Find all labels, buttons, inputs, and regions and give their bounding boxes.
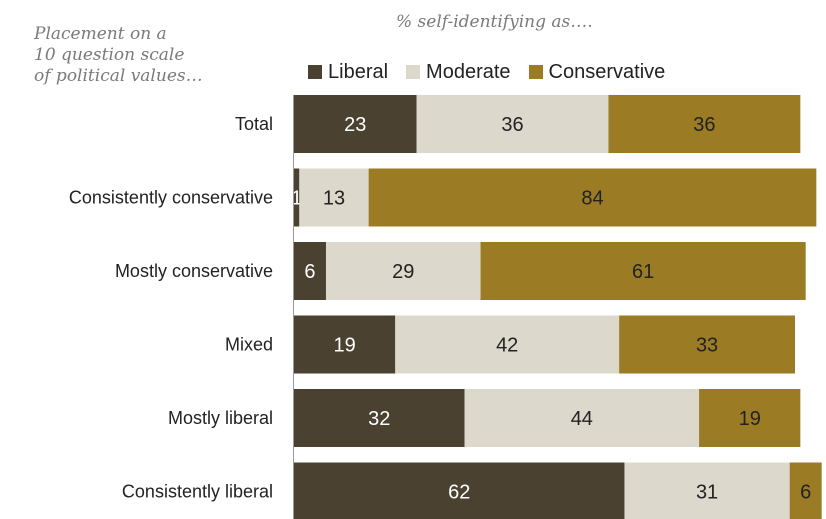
value-label-moderate-consistently-conservative: 13 [323,188,345,210]
value-label-liberal-mostly-conservative: 6 [304,261,315,283]
value-label-liberal-mixed: 19 [334,335,356,357]
bar-liberal-mostly-liberal [294,389,465,447]
value-label-conservative-total: 36 [693,114,715,136]
chart-legend: Liberal Moderate Conservative [308,60,683,84]
value-label-liberal-mostly-liberal: 32 [368,408,390,430]
value-label-moderate-total: 36 [501,114,523,136]
bar-liberal-consistently-liberal [294,462,625,519]
bar-liberal-mostly-conservative [294,242,326,300]
category-label-total: Total [235,114,273,134]
legend-swatch-conservative [528,65,543,79]
bar-moderate-mostly-conservative [325,242,481,300]
bar-conservative-mostly-liberal [699,389,801,447]
bar-conservative-mixed [619,315,796,374]
value-label-moderate-mostly-liberal: 44 [571,408,593,430]
legend-item-liberal: Liberal [308,61,388,84]
value-label-liberal-consistently-conservative: 1 [291,188,302,210]
value-label-liberal-consistently-liberal: 62 [448,482,470,504]
category-label-mostly-conservative: Mostly conservative [115,261,273,281]
bar-conservative-total [608,95,801,153]
bar-moderate-consistently-liberal [624,462,790,519]
legend-item-moderate: Moderate [406,61,511,84]
value-label-conservative-mixed: 33 [696,335,718,357]
legend-swatch-liberal [308,65,322,79]
legend-swatch-moderate [406,65,421,79]
category-label-consistently-conservative: Consistently conservative [69,188,273,208]
bar-liberal-total [294,95,417,153]
bar-conservative-mostly-conservative [480,242,806,300]
value-label-liberal-total: 23 [344,114,366,136]
value-label-conservative-mostly-liberal: 19 [739,408,761,430]
chart-subtitle: % self-identifying as…. [396,12,593,32]
value-label-conservative-consistently-conservative: 84 [581,188,603,210]
side-note: Placement on a 10 question scale of poli… [34,24,264,87]
bar-conservative-consistently-conservative [368,168,817,227]
value-label-moderate-consistently-liberal: 31 [696,482,718,504]
legend-label-liberal: Liberal [328,60,389,83]
legend-label-conservative: Conservative [548,60,666,83]
bar-moderate-total [416,95,609,153]
bar-conservative-consistently-liberal [789,462,822,519]
side-note-line-1: Placement on a [34,24,167,44]
value-label-moderate-mostly-conservative: 29 [392,261,414,283]
bar-moderate-consistently-conservative [299,168,369,227]
bar-liberal-mixed [294,315,396,374]
bar-liberal-consistently-conservative [294,168,300,227]
legend-item-conservative: Conservative [528,60,666,84]
legend-label-moderate: Moderate [426,60,511,83]
value-label-moderate-mixed: 42 [496,335,518,357]
bar-moderate-mostly-liberal [464,389,700,447]
category-label-mixed: Mixed [225,335,273,355]
value-label-conservative-mostly-conservative: 61 [632,261,654,283]
side-note-line-3: of political values… [34,66,203,86]
side-note-line-2: 10 question scale [34,45,185,65]
value-label-conservative-consistently-liberal: 6 [800,482,811,504]
category-label-mostly-liberal: Mostly liberal [168,408,273,428]
category-label-consistently-liberal: Consistently liberal [122,482,273,502]
bar-moderate-mixed [395,315,620,374]
